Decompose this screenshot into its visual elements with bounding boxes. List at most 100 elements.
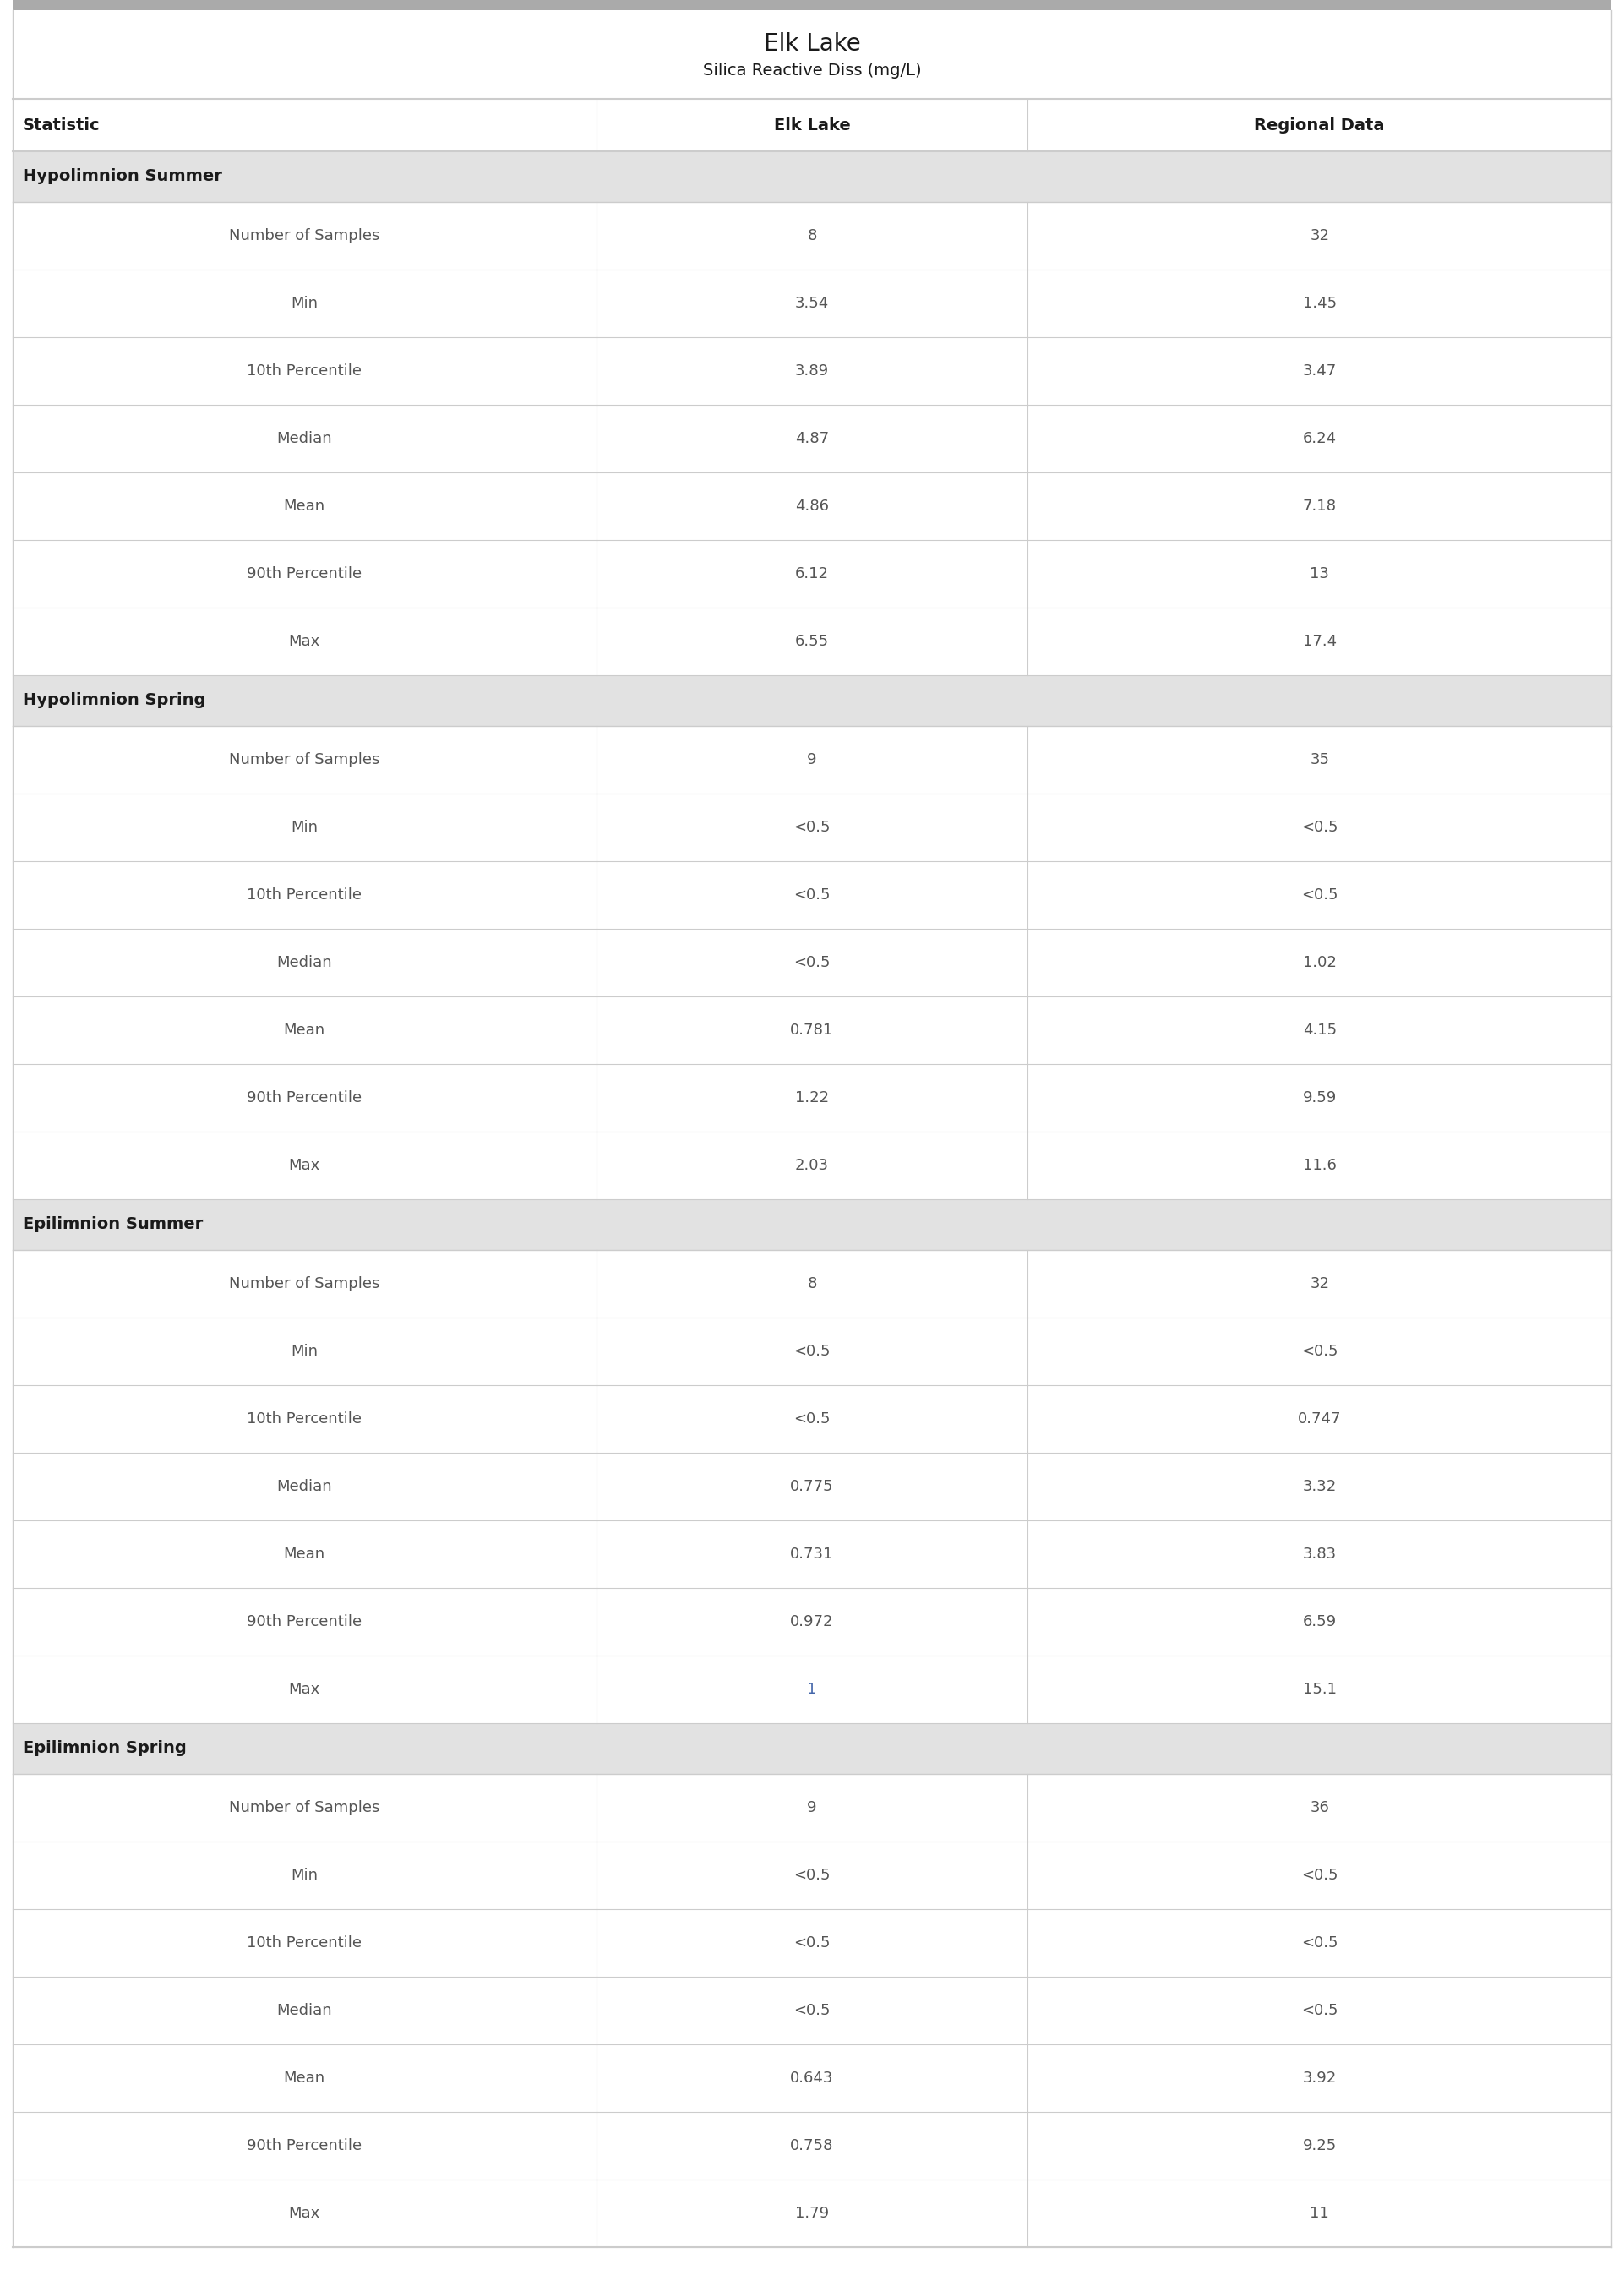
Text: 90th Percentile: 90th Percentile bbox=[247, 1090, 362, 1105]
Text: 0.758: 0.758 bbox=[791, 2138, 833, 2154]
Text: 11: 11 bbox=[1311, 2206, 1328, 2220]
Text: <0.5: <0.5 bbox=[794, 819, 830, 835]
Text: 10th Percentile: 10th Percentile bbox=[247, 1412, 362, 1426]
Text: <0.5: <0.5 bbox=[1301, 1344, 1338, 1360]
Text: 1.45: 1.45 bbox=[1302, 295, 1337, 311]
Bar bbox=[13, 152, 1611, 202]
Bar bbox=[13, 1655, 1611, 1723]
Text: Number of Samples: Number of Samples bbox=[229, 751, 380, 767]
Bar bbox=[13, 270, 1611, 338]
Text: 17.4: 17.4 bbox=[1302, 633, 1337, 649]
Text: Epilimnion Summer: Epilimnion Summer bbox=[23, 1217, 203, 1233]
Text: 0.643: 0.643 bbox=[791, 2070, 833, 2086]
Text: 10th Percentile: 10th Percentile bbox=[247, 1936, 362, 1950]
Text: 3.32: 3.32 bbox=[1302, 1480, 1337, 1494]
Bar bbox=[13, 860, 1611, 928]
Bar bbox=[13, 1251, 1611, 1317]
Text: Min: Min bbox=[291, 295, 318, 311]
Bar bbox=[13, 794, 1611, 860]
Bar bbox=[13, 997, 1611, 1065]
Text: Elk Lake: Elk Lake bbox=[763, 32, 861, 57]
Text: 90th Percentile: 90th Percentile bbox=[247, 565, 362, 581]
Text: 3.47: 3.47 bbox=[1302, 363, 1337, 379]
Text: 13: 13 bbox=[1311, 565, 1328, 581]
Text: Max: Max bbox=[289, 633, 320, 649]
Text: 9: 9 bbox=[807, 1800, 817, 1816]
Bar bbox=[13, 2179, 1611, 2247]
Text: 0.972: 0.972 bbox=[791, 1614, 833, 1630]
Text: 6.55: 6.55 bbox=[796, 633, 828, 649]
Text: Number of Samples: Number of Samples bbox=[229, 1276, 380, 1292]
Bar bbox=[13, 1909, 1611, 1977]
Text: Median: Median bbox=[276, 956, 333, 969]
Bar bbox=[13, 1385, 1611, 1453]
Bar bbox=[13, 1065, 1611, 1133]
Bar bbox=[13, 1521, 1611, 1589]
Text: <0.5: <0.5 bbox=[794, 1412, 830, 1426]
Text: 32: 32 bbox=[1311, 1276, 1330, 1292]
Text: 10th Percentile: 10th Percentile bbox=[247, 363, 362, 379]
Text: Max: Max bbox=[289, 1158, 320, 1174]
Text: Max: Max bbox=[289, 1682, 320, 1698]
Text: 0.731: 0.731 bbox=[791, 1546, 833, 1562]
Bar bbox=[13, 1133, 1611, 1199]
Text: 9.59: 9.59 bbox=[1302, 1090, 1337, 1105]
Text: <0.5: <0.5 bbox=[794, 2002, 830, 2018]
Text: Max: Max bbox=[289, 2206, 320, 2220]
Text: 3.89: 3.89 bbox=[796, 363, 828, 379]
Text: Median: Median bbox=[276, 431, 333, 447]
Text: Hypolimnion Summer: Hypolimnion Summer bbox=[23, 168, 222, 184]
Text: 1.79: 1.79 bbox=[796, 2206, 828, 2220]
Bar bbox=[13, 202, 1611, 270]
Text: 7.18: 7.18 bbox=[1302, 499, 1337, 513]
Text: 1: 1 bbox=[807, 1682, 817, 1698]
Text: 3.92: 3.92 bbox=[1302, 2070, 1337, 2086]
Bar bbox=[13, 1199, 1611, 1251]
Text: 2.03: 2.03 bbox=[796, 1158, 828, 1174]
Text: 6.12: 6.12 bbox=[796, 565, 828, 581]
Text: 10th Percentile: 10th Percentile bbox=[247, 888, 362, 903]
Text: 90th Percentile: 90th Percentile bbox=[247, 2138, 362, 2154]
Text: 4.87: 4.87 bbox=[796, 431, 828, 447]
Text: <0.5: <0.5 bbox=[1301, 2002, 1338, 2018]
Text: <0.5: <0.5 bbox=[794, 888, 830, 903]
Text: Mean: Mean bbox=[284, 1546, 325, 1562]
Bar bbox=[13, 1773, 1611, 1841]
Bar bbox=[13, 0, 1611, 9]
Text: <0.5: <0.5 bbox=[1301, 888, 1338, 903]
Text: 8: 8 bbox=[807, 1276, 817, 1292]
Text: <0.5: <0.5 bbox=[794, 956, 830, 969]
Bar bbox=[13, 1977, 1611, 2045]
Text: 8: 8 bbox=[807, 229, 817, 243]
Text: 11.6: 11.6 bbox=[1302, 1158, 1337, 1174]
Text: 3.54: 3.54 bbox=[796, 295, 828, 311]
Bar bbox=[13, 1841, 1611, 1909]
Bar bbox=[13, 1589, 1611, 1655]
Text: 9: 9 bbox=[807, 751, 817, 767]
Text: Mean: Mean bbox=[284, 499, 325, 513]
Bar bbox=[13, 2045, 1611, 2111]
Text: Min: Min bbox=[291, 1868, 318, 1882]
Text: 0.747: 0.747 bbox=[1298, 1412, 1341, 1426]
Bar bbox=[13, 404, 1611, 472]
Text: Epilimnion Spring: Epilimnion Spring bbox=[23, 1741, 187, 1757]
Text: <0.5: <0.5 bbox=[794, 1936, 830, 1950]
Text: Statistic: Statistic bbox=[23, 118, 101, 134]
Text: 35: 35 bbox=[1311, 751, 1330, 767]
Bar bbox=[13, 1723, 1611, 1773]
Text: Hypolimnion Spring: Hypolimnion Spring bbox=[23, 692, 206, 708]
Bar bbox=[13, 540, 1611, 608]
Bar bbox=[13, 338, 1611, 404]
Text: 1.02: 1.02 bbox=[1302, 956, 1337, 969]
Text: 15.1: 15.1 bbox=[1302, 1682, 1337, 1698]
Text: Number of Samples: Number of Samples bbox=[229, 229, 380, 243]
Bar bbox=[13, 2111, 1611, 2179]
Text: <0.5: <0.5 bbox=[1301, 819, 1338, 835]
Text: 0.775: 0.775 bbox=[791, 1480, 833, 1494]
Text: 4.86: 4.86 bbox=[796, 499, 828, 513]
Text: Mean: Mean bbox=[284, 1022, 325, 1037]
Text: Min: Min bbox=[291, 819, 318, 835]
Text: <0.5: <0.5 bbox=[1301, 1936, 1338, 1950]
Text: Min: Min bbox=[291, 1344, 318, 1360]
Bar bbox=[13, 472, 1611, 540]
